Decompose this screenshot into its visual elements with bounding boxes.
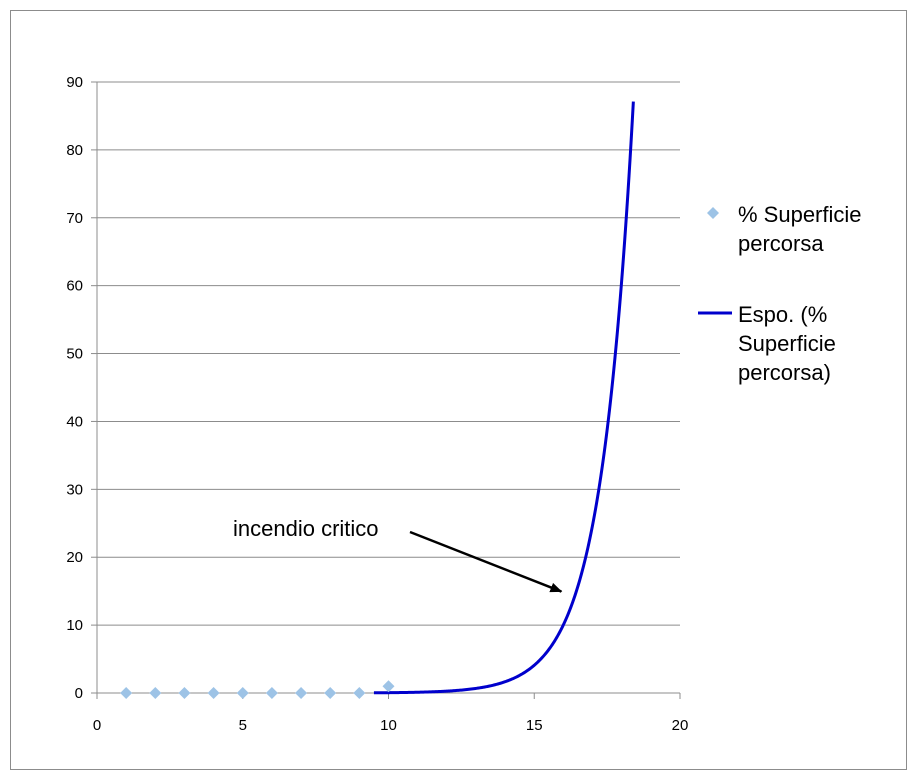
- legend-marker-superficie: [707, 207, 719, 219]
- legend-label-superficie: % Superficie: [738, 202, 862, 227]
- legend-label-trend: Superficie: [738, 331, 836, 356]
- y-tick-label: 20: [66, 549, 83, 566]
- x-axis-ticks: 0 5 10 15 20: [93, 693, 689, 734]
- legend: % Superficie percorsa Espo. (% Superficie pe…: [698, 202, 862, 385]
- y-axis-ticks: 0 10 20 30 40 50 60 70 80 90: [66, 74, 97, 702]
- y-tick-label: 70: [66, 210, 83, 227]
- x-tick-label: 10: [380, 717, 397, 734]
- y-tick-label: 80: [66, 142, 83, 159]
- annotation-label: incendio critico: [233, 516, 379, 541]
- annotation-arrow: [409, 530, 563, 593]
- data-point-marker: [382, 680, 395, 693]
- x-tick-label: 20: [672, 717, 689, 734]
- trendline-exponential: [373, 101, 635, 695]
- x-tick-label: 15: [526, 717, 543, 734]
- annotations: incendio critico: [233, 516, 563, 593]
- legend-label-superficie: percorsa: [738, 231, 824, 256]
- data-point-marker: [149, 687, 162, 699]
- y-tick-label: 0: [75, 685, 83, 702]
- series: [120, 101, 635, 699]
- data-point-marker: [295, 687, 308, 699]
- data-point-marker: [207, 687, 220, 699]
- x-tick-label: 0: [93, 717, 101, 734]
- data-point-marker: [265, 687, 278, 699]
- data-point-marker: [353, 687, 366, 699]
- axes: [96, 82, 680, 694]
- data-point-marker: [120, 687, 133, 699]
- y-tick-label: 10: [66, 617, 83, 634]
- y-tick-label: 60: [66, 278, 83, 295]
- data-point-marker: [178, 687, 191, 699]
- y-tick-label: 90: [66, 74, 83, 91]
- y-tick-label: 40: [66, 413, 83, 430]
- data-point-marker: [236, 687, 249, 699]
- data-point-marker: [324, 687, 337, 699]
- gridlines: [97, 81, 680, 626]
- y-tick-label: 50: [66, 346, 83, 363]
- x-tick-label: 5: [239, 717, 247, 734]
- y-tick-label: 30: [66, 481, 83, 498]
- legend-label-trend: percorsa): [738, 360, 831, 385]
- legend-label-trend: Espo. (%: [738, 302, 827, 327]
